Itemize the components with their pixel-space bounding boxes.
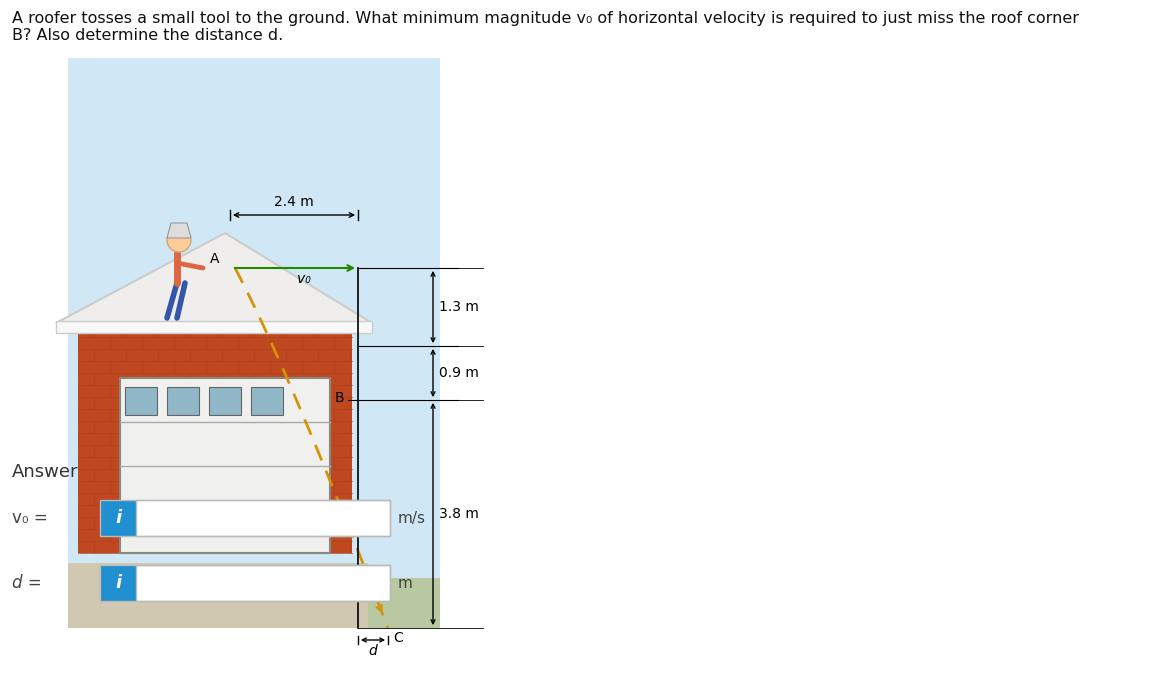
Text: v₀ =: v₀ = [12,509,48,527]
Text: B? Also determine the distance d.: B? Also determine the distance d. [12,28,284,43]
Text: 0.9 m: 0.9 m [438,366,479,380]
Text: A: A [211,252,220,266]
Bar [136,500,390,536]
Polygon shape [56,233,372,323]
Bar [136,565,390,601]
Bar [67,578,440,628]
Bar [56,321,372,333]
Bar [120,378,330,553]
Bar [78,323,352,553]
Text: m/s: m/s [398,510,426,525]
Bar [67,58,440,628]
Text: v₀: v₀ [297,272,311,286]
Text: i: i [115,509,121,527]
Bar [209,387,241,415]
Bar [251,387,283,415]
Text: Answers:: Answers: [12,463,94,481]
Text: C: C [393,631,402,645]
Text: i: i [115,574,121,592]
Text: m: m [398,576,413,591]
Bar [100,500,390,536]
Text: 3.8 m: 3.8 m [438,507,479,521]
Bar [100,500,136,536]
Text: d: d [369,644,377,658]
Text: B: B [335,391,344,405]
Bar [67,563,368,628]
Bar [167,387,199,415]
Text: 2.4 m: 2.4 m [274,195,314,209]
Circle shape [167,228,191,252]
Text: d =: d = [12,574,42,592]
Text: 1.3 m: 1.3 m [438,300,479,314]
Bar [124,387,157,415]
Text: A roofer tosses a small tool to the ground. What minimum magnitude v₀ of horizon: A roofer tosses a small tool to the grou… [12,11,1079,26]
Polygon shape [167,223,191,238]
Bar [100,565,390,601]
Bar [100,565,136,601]
